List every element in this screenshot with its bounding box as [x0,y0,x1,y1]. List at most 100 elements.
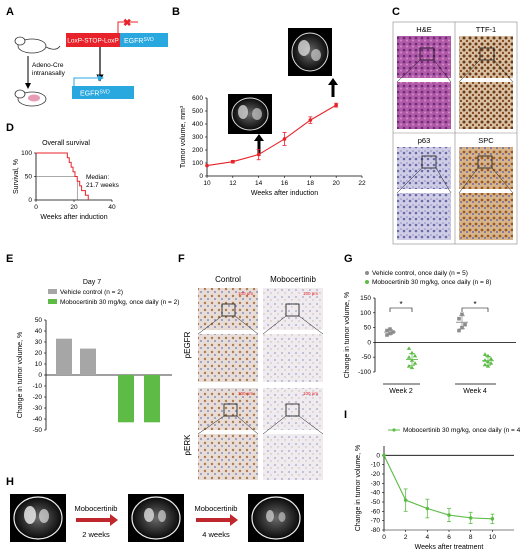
data-point [385,333,389,337]
legend-swatch-vehicle [48,289,57,294]
data-point [447,513,451,517]
perk-control-image [198,388,258,430]
data-point [482,358,488,362]
panel-letter-a: A [6,6,14,18]
y-tick-label: -30 [371,480,381,487]
data-point [485,364,491,368]
y-tick-label: 50 [25,174,33,181]
data-point [457,328,461,333]
tumor-volume-chart: 10 12 14 16 18 20 22 0 100 200 300 400 500 600 Weeks a… [180,95,366,197]
x-tick-label: 6 [447,534,451,541]
panel-letter-d: D [6,122,14,134]
y-tick-label: -10 [371,462,381,469]
median-value: 21.7 weeks [86,182,120,189]
panel-h: H Mobocertinib 2 weeks Mobocertinib 4 we… [6,476,304,542]
panel-b: B 10 12 14 16 18 20 22 0 100 200 300 400 500 600 Weeks… [172,6,366,197]
ttf1-image [459,36,513,78]
label-he: H&E [416,25,431,34]
panel-letter-b: B [172,6,180,18]
panel-d: D Overall survival 0 20 40 0 50 100 Median:21.7… [6,122,120,221]
egfr-label: EGFRSVD [124,37,154,45]
x-tick-label: 40 [108,204,116,211]
cre-label-1: Adeno-Cre [32,62,64,69]
legend-dot-drug [365,280,369,284]
y-tick-label: 0 [376,452,380,459]
col-mobocertinib: Mobocertinib [270,275,316,284]
data-point [256,152,261,157]
egfr-box [120,33,168,47]
data-point [406,355,412,359]
y-tick-label: 40 [35,328,43,335]
day-label: Day 7 [83,279,101,286]
data-point [463,322,467,327]
scale-bar-text: 100 μm [303,391,318,396]
x-tick-label: 14 [255,180,263,187]
pegfr-drug-image [263,288,323,330]
x-tick-label: 10 [489,534,497,541]
x-tick-label: 12 [229,180,237,187]
y-tick-label: 30 [35,339,43,346]
y-tick-label: 0 [367,339,371,346]
panel-f: F Control Mobocertinib pEGFR pERK 100 μm… [178,253,324,480]
significance-bracket [461,307,489,312]
data-point [412,353,418,358]
p63-zoom-image [397,193,451,240]
he-image [397,36,451,78]
x-tick-label: 22 [358,180,366,187]
data-point [412,361,418,365]
legend-vehicle: Vehicle control, once daily (n = 5) [372,270,468,277]
data-point [488,356,494,361]
series-line [383,455,493,520]
panel-letter-h: H [6,476,14,488]
y-tick-label: -50 [33,427,43,434]
step1-label: 2 weeks [82,530,110,539]
arrow-label-2: Mobocertinib [195,504,238,513]
x-axis-label: Weeks after induction [40,214,107,221]
y-tick-label: 100 [21,150,32,157]
week4-label: Week 4 [463,388,487,395]
lsl-label: LoxP-STOP-LoxP [67,38,119,45]
x-tick-label: 10 [203,180,211,187]
legend-drug: Mobocertinib 30 mg/kg, once daily (n = 8… [372,279,491,286]
y-tick-label: 150 [360,295,371,302]
bar [80,348,96,375]
scale-bar-text: 100 μm [238,391,253,396]
ttf1-zoom-image [459,82,513,129]
arrow-label-1: Mobocertinib [75,504,118,513]
legend-vehicle: Vehicle control (n = 2) [60,289,123,296]
data-point [308,118,313,122]
significance-star: * [473,300,476,309]
week-scatter-chart: Vehicle control, once daily (n = 5) Moboc… [344,270,516,395]
x-tick-label: 20 [70,204,78,211]
panel-letter-i: I [344,409,347,421]
data-point [334,103,338,107]
survival-curve [36,152,89,200]
y-tick-label: 20 [35,350,43,357]
y-axis-label: Change in tumor volume, % [344,292,351,378]
lsl-box [66,33,120,47]
y-tick-label: -10 [33,383,43,390]
legend-drug: Mobocertinib 30 mg/kg, once daily (n = 2… [60,299,179,306]
pegfr-control-zoom [198,334,258,382]
y-tick-label: -20 [33,394,43,401]
y-axis-label: Survival, % [13,159,20,194]
y-tick-label: -50 [362,354,372,361]
x-tick-label: 20 [333,180,341,187]
pegfr-drug-zoom [263,334,323,382]
data-point [488,361,494,365]
data-point [468,516,473,520]
panel-g: G Vehicle control, once daily (n = 5) Mob… [344,253,516,395]
y-tick-label: -100 [358,369,371,376]
cre-label-2: intranasally [32,70,66,77]
survival-chart: Overall survival 0 20 40 0 50 100 Median:21.7 w… [13,140,120,221]
spc-zoom-image [459,193,513,240]
y-tick-label: -40 [33,416,43,423]
y-tick-label: -60 [371,508,381,515]
perk-control-zoom [198,434,258,480]
panel-i: I Mobocertinib 30 mg/kg, once daily (n =… [344,409,520,551]
bar [144,375,160,423]
y-tick-label: 50 [364,325,372,332]
panel-a: A Adeno-Cre intranasally LoxP-STOP-LoxP … [6,6,168,107]
y-axis-label: Change in tumor volume, % [355,445,362,531]
